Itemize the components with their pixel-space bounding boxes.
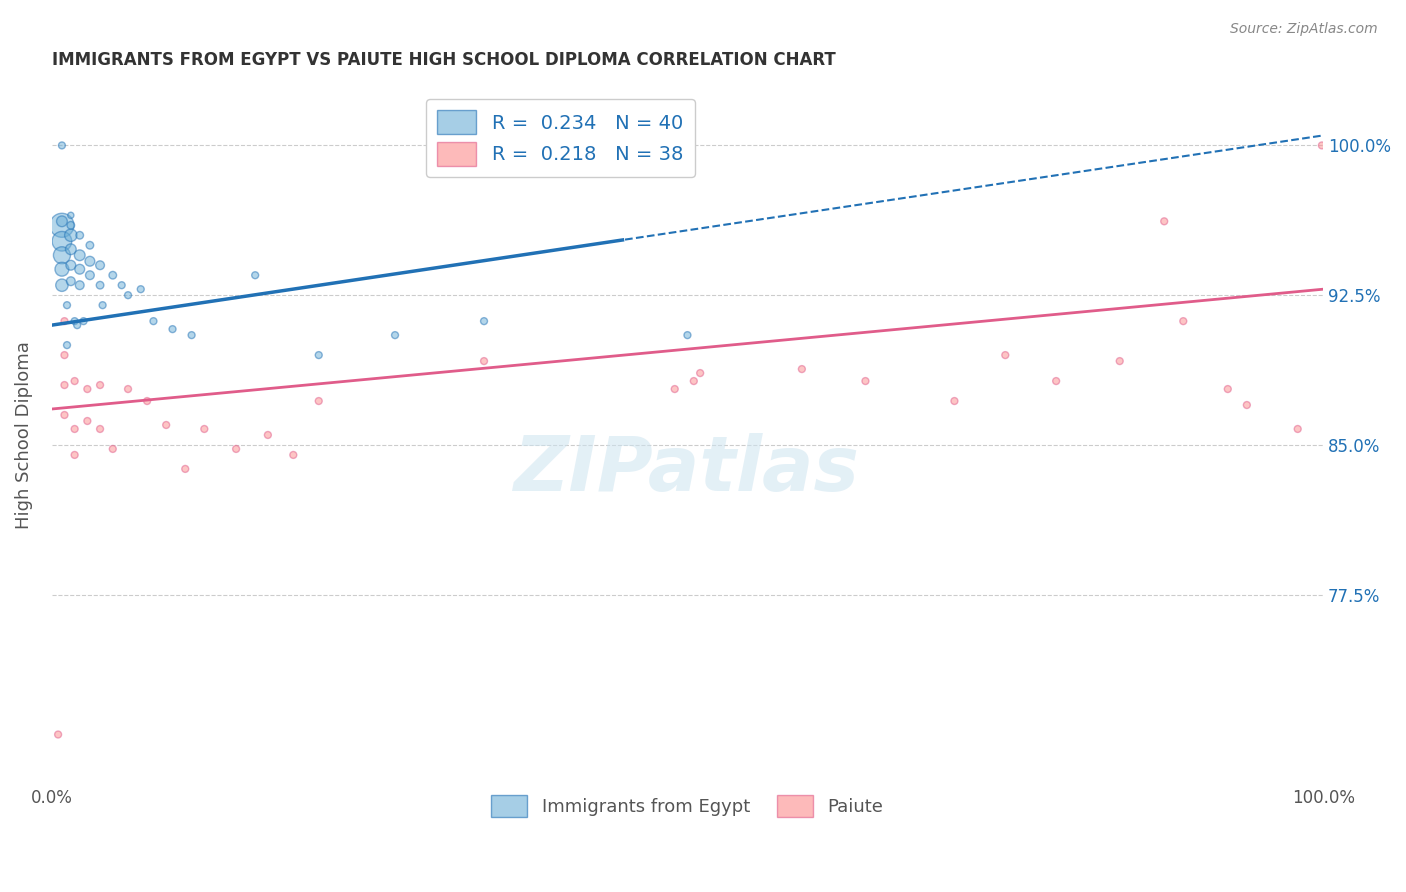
Point [51,234,73,248]
Point [51,262,73,277]
Point [101,268,124,283]
Point [308,394,330,409]
Legend: Immigrants from Egypt, Paiute: Immigrants from Egypt, Paiute [484,788,891,824]
Point [46,727,69,741]
Point [243,268,266,283]
Point [1216,382,1239,396]
Point [89,378,111,392]
Point [51,219,73,233]
Point [79,254,101,268]
Point [117,382,139,396]
Point [63,314,86,328]
Point [51,138,73,153]
Point [676,328,699,343]
Point [53,348,76,362]
Point [69,228,91,243]
Point [59,208,82,222]
Point [384,328,406,343]
Point [155,417,177,432]
Point [59,274,82,288]
Point [59,228,82,243]
Point [225,442,247,456]
Point [142,314,165,328]
Point [1310,138,1333,153]
Point [283,448,305,462]
Point [91,298,114,312]
Point [66,318,89,333]
Point [1236,398,1258,412]
Point [69,248,91,262]
Point [193,422,215,436]
Point [174,462,197,476]
Point [63,448,86,462]
Point [994,348,1017,362]
Point [56,298,79,312]
Point [1286,422,1309,436]
Point [1108,354,1130,368]
Point [53,378,76,392]
Point [79,268,101,283]
Point [89,278,111,293]
Point [111,278,134,293]
Point [79,238,101,252]
Point [89,258,111,272]
Y-axis label: High School Diploma: High School Diploma [15,341,32,529]
Point [89,422,111,436]
Point [162,322,184,336]
Point [682,374,704,388]
Point [308,348,330,362]
Point [855,374,877,388]
Point [63,374,86,388]
Text: IMMIGRANTS FROM EGYPT VS PAIUTE HIGH SCHOOL DIPLOMA CORRELATION CHART: IMMIGRANTS FROM EGYPT VS PAIUTE HIGH SCH… [52,51,835,69]
Point [76,382,98,396]
Point [63,422,86,436]
Point [69,278,91,293]
Point [257,428,280,442]
Point [51,248,73,262]
Point [180,328,202,343]
Point [72,314,94,328]
Point [51,278,73,293]
Point [69,262,91,277]
Point [59,258,82,272]
Point [472,354,495,368]
Point [53,408,76,422]
Point [664,382,686,396]
Point [472,314,495,328]
Point [59,219,82,233]
Point [117,288,139,302]
Point [136,394,159,409]
Text: Source: ZipAtlas.com: Source: ZipAtlas.com [1230,22,1378,37]
Point [53,314,76,328]
Point [101,442,124,456]
Point [1173,314,1195,328]
Point [129,282,152,296]
Point [943,394,966,409]
Text: ZIPatlas: ZIPatlas [515,433,860,507]
Point [51,214,73,228]
Point [56,338,79,352]
Point [689,366,711,380]
Point [76,414,98,428]
Point [790,362,813,376]
Point [1153,214,1175,228]
Point [59,242,82,256]
Point [1045,374,1067,388]
